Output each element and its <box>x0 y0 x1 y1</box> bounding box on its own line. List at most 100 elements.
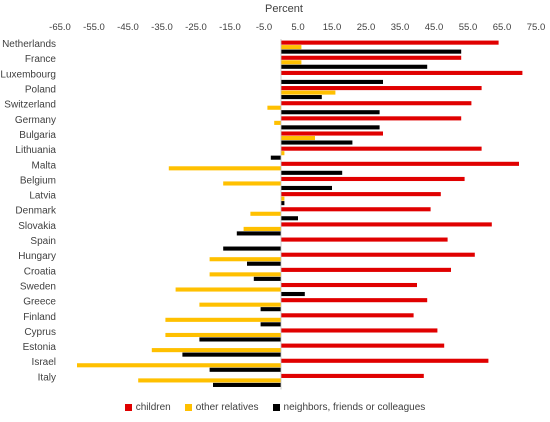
legend-label-children: children <box>135 402 171 413</box>
bar-denmark-children <box>281 207 431 212</box>
bar-cyprus-neighbors-friends-or-colleagues <box>199 337 281 342</box>
x-tick-label: -55.0 <box>83 22 105 33</box>
bar-greece-children <box>281 298 428 303</box>
bar-finland-other-relatives <box>165 317 281 322</box>
bar-poland-neighbors-friends-or-colleagues <box>281 95 322 100</box>
bar-france-children <box>281 55 462 60</box>
bar-croatia-neighbors-friends-or-colleagues <box>253 276 281 281</box>
bar-italy-other-relatives <box>138 378 281 383</box>
legend: children other relatives neighbors, frie… <box>0 402 550 413</box>
bar-slovakia-neighbors-friends-or-colleagues <box>236 231 281 236</box>
x-tick-label: -35.0 <box>151 22 173 33</box>
category-label-israel: Israel <box>32 357 56 368</box>
bar-italy-neighbors-friends-or-colleagues <box>213 382 281 387</box>
bar-estonia-neighbors-friends-or-colleagues <box>182 352 281 357</box>
bar-cyprus-children <box>281 328 438 333</box>
bar-poland-other-relatives <box>281 90 336 95</box>
bar-malta-other-relatives <box>168 166 281 171</box>
bar-germany-children <box>281 116 462 121</box>
bar-bulgaria-children <box>281 131 383 136</box>
bar-germany-other-relatives <box>274 120 281 125</box>
bar-lithuania-neighbors-friends-or-colleagues <box>270 155 281 160</box>
category-label-cyprus: Cyprus <box>24 327 56 338</box>
x-tick-label: -65.0 <box>49 22 71 33</box>
x-tick-label: -15.0 <box>219 22 241 33</box>
category-label-spain: Spain <box>30 236 56 247</box>
category-label-malta: Malta <box>32 160 57 171</box>
bar-denmark-other-relatives <box>250 211 281 216</box>
x-tick-label: 65.0 <box>493 22 512 33</box>
legend-label-other-relatives: other relatives <box>195 402 259 413</box>
x-tick-label: -5.0 <box>256 22 272 33</box>
bar-switzerland-neighbors-friends-or-colleagues <box>281 110 380 115</box>
bar-croatia-other-relatives <box>209 272 281 277</box>
bar-finland-neighbors-friends-or-colleagues <box>260 322 281 327</box>
legend-item-other-relatives: other relatives <box>184 402 259 413</box>
legend-item-children: children <box>124 402 171 413</box>
bar-israel-neighbors-friends-or-colleagues <box>209 367 281 372</box>
legend-swatch-other-relatives <box>184 404 192 411</box>
category-label-croatia: Croatia <box>24 266 57 277</box>
category-label-lithuania: Lithuania <box>15 145 56 156</box>
category-label-germany: Germany <box>15 115 56 126</box>
bar-netherlands-neighbors-friends-or-colleagues <box>281 49 462 54</box>
bar-greece-other-relatives <box>199 302 281 307</box>
bar-slovakia-other-relatives <box>243 226 281 231</box>
x-tick-label: 45.0 <box>425 22 444 33</box>
bar-germany-neighbors-friends-or-colleagues <box>281 125 380 130</box>
bar-bulgaria-other-relatives <box>281 135 315 141</box>
bar-estonia-other-relatives <box>151 348 281 353</box>
bar-israel-other-relatives <box>77 363 281 368</box>
x-tick-label: -25.0 <box>185 22 207 33</box>
category-label-hungary: Hungary <box>18 251 56 262</box>
bar-sweden-children <box>281 282 417 288</box>
category-label-france: France <box>25 54 57 65</box>
bar-slovakia-children <box>281 222 492 227</box>
bar-bulgaria-neighbors-friends-or-colleagues <box>281 140 353 145</box>
bar-denmark-neighbors-friends-or-colleagues <box>281 216 298 221</box>
legend-swatch-children <box>124 404 132 411</box>
category-label-estonia: Estonia <box>23 342 57 353</box>
category-label-italy: Italy <box>38 372 56 383</box>
bar-cyprus-other-relatives <box>165 332 281 338</box>
x-tick-label: 15.0 <box>323 22 342 33</box>
x-tick-label: -45.0 <box>117 22 139 33</box>
bar-lithuania-other-relatives <box>281 151 285 156</box>
category-label-slovakia: Slovakia <box>18 221 56 232</box>
bar-belgium-neighbors-friends-or-colleagues <box>281 185 332 191</box>
legend-label-neighbors: neighbors, friends or colleagues <box>283 402 426 413</box>
category-label-latvia: Latvia <box>29 191 56 202</box>
category-label-finland: Finland <box>23 312 56 323</box>
x-tick-label: 35.0 <box>391 22 410 33</box>
bar-latvia-children <box>281 192 441 197</box>
legend-item-neighbors: neighbors, friends or colleagues <box>272 402 426 413</box>
chart-title: Percent <box>265 3 303 15</box>
bar-sweden-neighbors-friends-or-colleagues <box>281 291 305 297</box>
category-label-poland: Poland <box>25 85 56 96</box>
bar-finland-children <box>281 313 414 318</box>
bar-lithuania-children <box>281 146 482 151</box>
bar-latvia-other-relatives <box>281 196 285 201</box>
bar-switzerland-other-relatives <box>267 105 281 110</box>
bar-netherlands-children <box>281 40 499 45</box>
bar-hungary-children <box>281 252 475 257</box>
bar-luxembourg-children <box>281 70 523 75</box>
bar-netherlands-other-relatives <box>281 45 302 50</box>
bar-hungary-neighbors-friends-or-colleagues <box>247 261 281 266</box>
category-label-luxembourg: Luxembourg <box>0 69 56 80</box>
x-tick-label: 55.0 <box>459 22 478 33</box>
bar-spain-children <box>281 237 448 242</box>
category-label-sweden: Sweden <box>20 281 56 292</box>
bar-italy-children <box>281 373 424 378</box>
x-tick-label: 75.0 <box>527 22 546 33</box>
bar-sweden-other-relatives <box>175 287 281 292</box>
bar-estonia-children <box>281 343 445 348</box>
bar-latvia-neighbors-friends-or-colleagues <box>281 201 285 206</box>
category-labels: Netherlands France Luxembourg Poland Switzer… <box>0 39 57 383</box>
category-label-belgium: Belgium <box>20 175 56 186</box>
bar-croatia-children <box>281 267 451 272</box>
category-label-denmark: Denmark <box>15 206 57 217</box>
bars <box>77 40 523 387</box>
